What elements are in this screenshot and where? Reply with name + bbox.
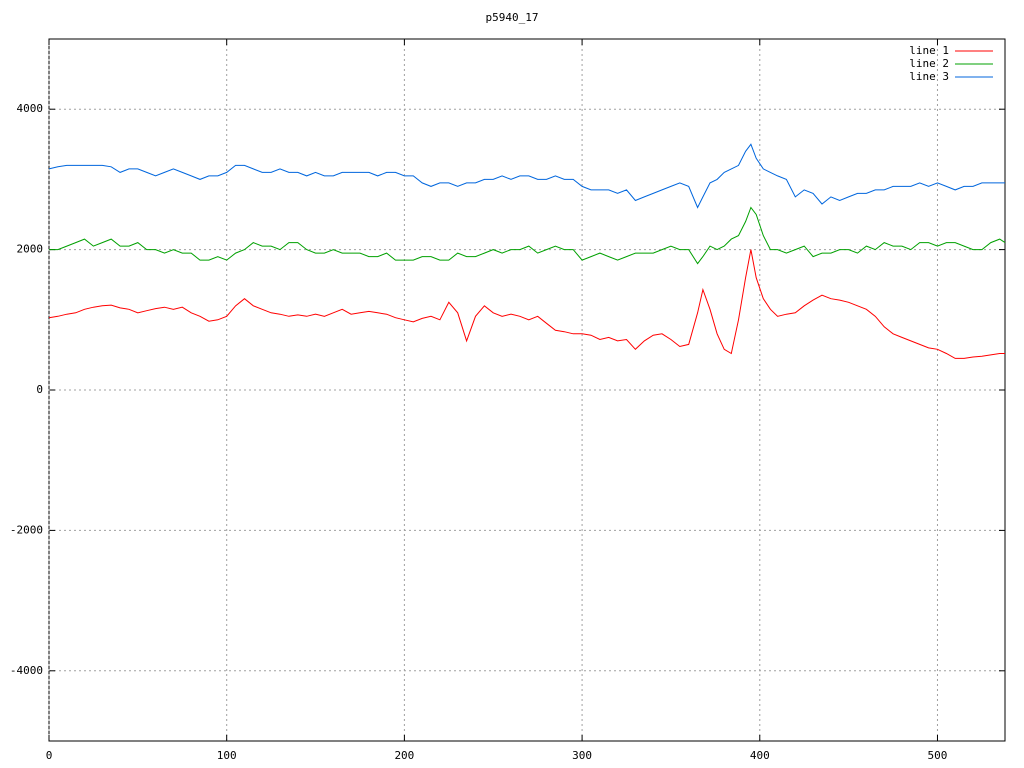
data-line [48, 249, 1005, 359]
y-tick-label: 4000 [17, 102, 44, 115]
x-tick-label: 300 [572, 749, 592, 762]
chart-title: p5940_17 [486, 11, 539, 24]
data-line [49, 206, 1006, 265]
y-tick-label: -2000 [10, 523, 43, 536]
y-tick-label: -4000 [10, 664, 43, 677]
data-line [48, 143, 1005, 209]
x-tick-label: 100 [217, 749, 237, 762]
y-tick-label: 0 [36, 383, 43, 396]
x-tick-label: 200 [394, 749, 414, 762]
legend-label: line 3 [909, 70, 949, 83]
x-tick-label: 500 [928, 749, 948, 762]
y-tick-label: 2000 [17, 243, 44, 256]
legend-label: line 1 [909, 44, 949, 57]
x-tick-label: 400 [750, 749, 770, 762]
legend-label: line 2 [909, 57, 949, 70]
x-tick-label: 0 [46, 749, 53, 762]
plot-frame [48, 38, 1006, 742]
